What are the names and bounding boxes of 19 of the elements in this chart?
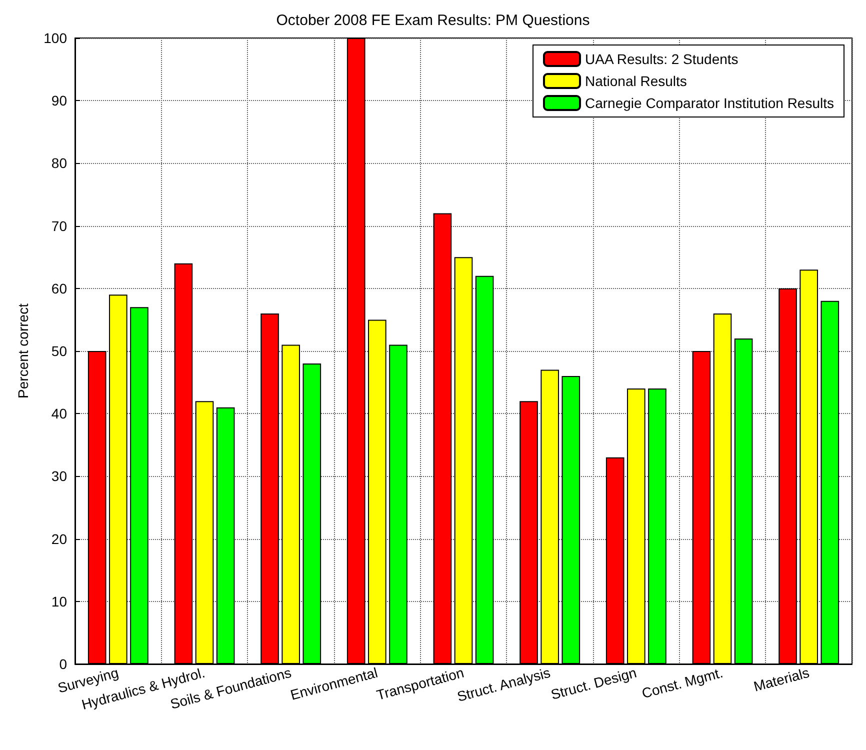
legend-label: National Results — [584, 73, 687, 89]
x-tick-label: Materials — [752, 664, 811, 694]
legend-label: Carnegie Comparator Institution Results — [584, 95, 834, 111]
y-tick-label: 80 — [51, 155, 68, 172]
y-tick-label: 70 — [51, 218, 68, 234]
legend-label: UAA Results: 2 Students — [584, 51, 738, 67]
y-tick-label: 10 — [51, 593, 68, 610]
y-tick-label: 60 — [51, 280, 68, 296]
y-tick-label: 40 — [51, 406, 68, 422]
y-tick-label: 50 — [51, 343, 68, 359]
y-tick-label: 90 — [51, 92, 68, 109]
y-tick-label: 100 — [44, 30, 68, 46]
x-tick-label: Struct. Design — [549, 664, 638, 702]
y-tick-label: 30 — [51, 468, 68, 484]
x-tick-label: Const. Mgmt. — [640, 664, 725, 702]
y-axis-title: Percent correct — [15, 303, 31, 398]
y-tick-label: 20 — [51, 530, 68, 547]
chart-title: October 2008 FE Exam Results: PM Questions — [276, 12, 590, 29]
y-tick-label: 0 — [59, 656, 68, 672]
